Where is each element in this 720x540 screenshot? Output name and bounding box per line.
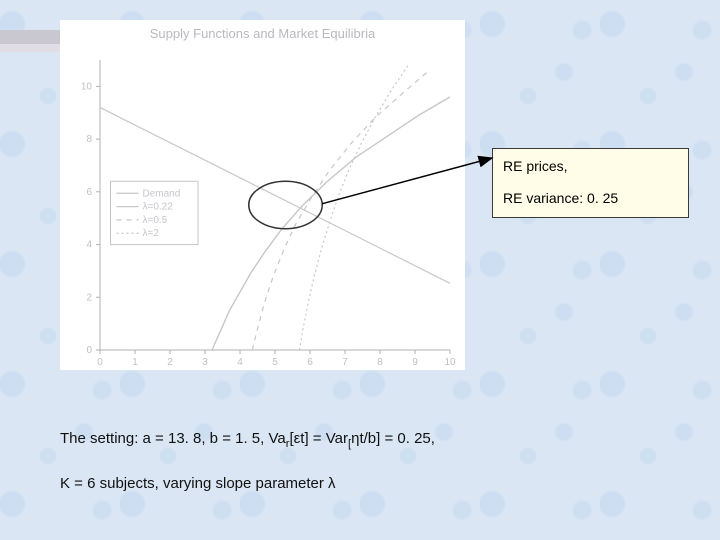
legend-item: λ=0.5 [143,215,168,226]
legend-item: λ=0.22 [143,202,174,213]
x-tick-label: 2 [167,357,173,368]
callout-line1: RE prices, [503,155,678,179]
x-tick-label: 3 [202,357,208,368]
x-tick-label: 8 [377,357,383,368]
legend-item: Demand [143,188,181,199]
chart-title: Supply Functions and Market Equilibria [150,26,376,41]
series-λ=2 [300,65,409,350]
callout-box: RE prices, RE variance: 0. 25 [492,148,689,218]
x-tick-label: 10 [444,357,456,368]
caption-line-1: The setting: a = 13. 8, b = 1. 5, Var[εt… [60,430,435,450]
chart-panel: Supply Functions and Market Equilibria 0 1… [60,20,465,370]
y-tick-label: 10 [81,81,93,92]
y-tick-label: 8 [86,134,92,145]
legend-item: λ=2 [143,228,160,239]
x-tick-label: 4 [237,357,243,368]
chart-svg: Supply Functions and Market Equilibria 0 1… [60,20,465,370]
series-λ=0.5 [252,71,429,350]
x-tick-label: 9 [412,357,418,368]
y-tick-label: 2 [86,292,92,303]
x-tick-label: 7 [342,357,348,368]
y-tick-label: 6 [86,187,92,198]
x-tick-label: 1 [132,357,138,368]
x-tick-label: 6 [307,357,313,368]
x-tick-label: 0 [97,357,103,368]
caption-line-2: K = 6 subjects, varying slope parameter … [60,475,336,492]
highlight-ellipse [249,181,323,228]
callout-line2: RE variance: 0. 25 [503,187,678,211]
x-tick-label: 5 [272,357,278,368]
y-tick-label: 4 [86,240,92,251]
y-tick-label: 0 [86,345,92,356]
